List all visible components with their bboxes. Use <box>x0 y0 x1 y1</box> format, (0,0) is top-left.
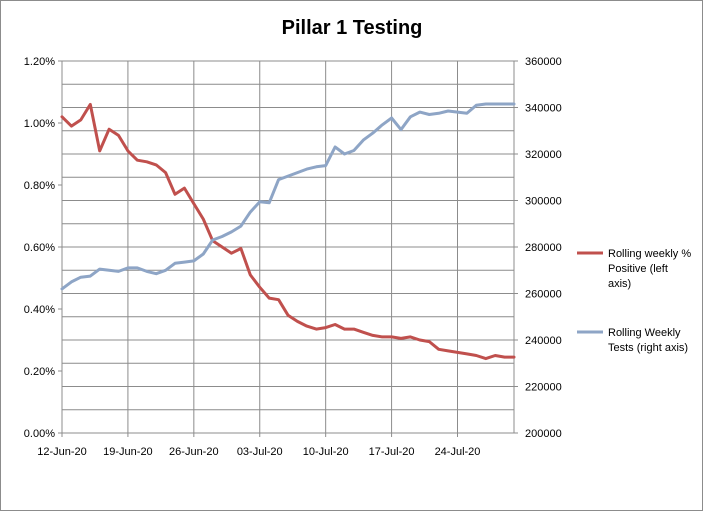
legend-label: Tests (right axis) <box>608 342 688 354</box>
legend-label: Rolling weekly % <box>608 248 691 260</box>
left-tick-label: 0.20% <box>24 366 55 378</box>
left-tick-label: 1.20% <box>24 56 55 68</box>
left-tick-label: 1.00% <box>24 118 55 130</box>
x-tick-label: 10-Jul-20 <box>303 446 349 458</box>
right-tick-label: 360000 <box>525 56 562 68</box>
x-tick-label: 19-Jun-20 <box>103 446 153 458</box>
series-layer <box>60 102 516 361</box>
left-tick-label: 0.00% <box>24 428 55 440</box>
legend-label: Rolling Weekly <box>608 327 681 339</box>
series-line-rolling-weekly-tests <box>60 102 516 291</box>
left-tick-label: 0.80% <box>24 180 55 192</box>
x-tick-label: 03-Jul-20 <box>237 446 283 458</box>
left-tick-label: 0.60% <box>24 242 55 254</box>
right-tick-label: 300000 <box>525 196 562 208</box>
legend: Rolling weekly % Positive (left axis) Rolli… <box>577 248 691 354</box>
right-tick-label: 260000 <box>525 289 562 301</box>
right-tick-label: 220000 <box>525 382 562 394</box>
legend-label: Positive (left <box>608 263 668 275</box>
right-tick-label: 320000 <box>525 149 562 161</box>
x-tick-label: 24-Jul-20 <box>435 446 481 458</box>
x-tick-label: 26-Jun-20 <box>169 446 219 458</box>
legend-label: axis) <box>608 278 631 290</box>
right-tick-label: 280000 <box>525 242 562 254</box>
axis-layer: 0.00% 0.20% 0.40% 0.60% 0.80% 1.00% 1.20% 20000… <box>24 56 562 458</box>
series-line-rolling-weekly-percent-positive <box>60 102 516 361</box>
right-tick-label: 240000 <box>525 335 562 347</box>
left-tick-label: 0.40% <box>24 304 55 316</box>
x-tick-label: 17-Jul-20 <box>369 446 415 458</box>
grid-layer <box>61 60 515 434</box>
right-tick-label: 200000 <box>525 428 562 440</box>
x-tick-label: 12-Jun-20 <box>37 446 87 458</box>
chart-title: Pillar 1 Testing <box>282 17 423 39</box>
right-tick-label: 340000 <box>525 103 562 115</box>
